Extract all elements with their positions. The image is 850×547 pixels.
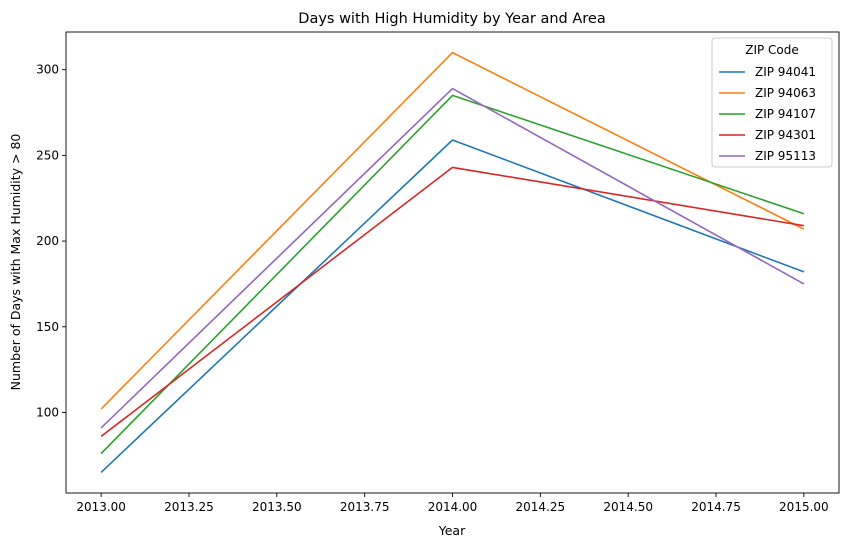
series-line-0	[100, 139, 805, 473]
x-tick-label: 2013.25	[164, 500, 214, 514]
legend-item-label: ZIP 94041	[755, 65, 816, 79]
legend-item-label: ZIP 94301	[755, 128, 816, 142]
x-tick-label: 2014.50	[603, 500, 653, 514]
legend-title: ZIP Code	[745, 43, 799, 57]
x-tick-label: 2014.75	[691, 500, 741, 514]
x-tick-label: 2014.00	[428, 500, 478, 514]
x-axis: 2013.00 2013.25 2013.50 2013.75 2014.00 2014.…	[76, 493, 829, 514]
x-tick-label: 2013.00	[76, 500, 126, 514]
x-tick-label: 2014.25	[516, 500, 566, 514]
chart-title: Days with High Humidity by Year and Area	[298, 11, 605, 27]
legend: ZIP Code ZIP 94041 ZIP 94063 ZIP 94107 ZIP 9…	[711, 37, 833, 168]
y-tick-label: 100	[36, 405, 59, 419]
y-tick-label: 200	[36, 234, 59, 248]
y-tick-label: 300	[36, 63, 59, 77]
legend-item-label: ZIP 94107	[755, 107, 816, 121]
y-tick-label: 150	[36, 320, 59, 334]
y-tick-label: 250	[36, 148, 59, 162]
y-axis-label: Number of Days with Max Humidity > 80	[8, 134, 23, 391]
x-axis-label: Year	[438, 523, 466, 538]
series-line-3	[100, 166, 805, 438]
plot-area	[65, 31, 840, 494]
legend-box	[711, 37, 833, 168]
x-tick-label: 2013.50	[252, 500, 302, 514]
series-line-1	[100, 51, 805, 410]
x-tick-label: 2013.75	[340, 500, 390, 514]
series-line-4	[100, 87, 805, 429]
legend-item-label: ZIP 94063	[755, 86, 816, 100]
series-line-2	[100, 94, 805, 455]
y-axis: 100 150 200 250 300	[36, 63, 66, 419]
legend-item-label: ZIP 95113	[755, 149, 816, 163]
x-tick-label: 2015.00	[779, 500, 829, 514]
